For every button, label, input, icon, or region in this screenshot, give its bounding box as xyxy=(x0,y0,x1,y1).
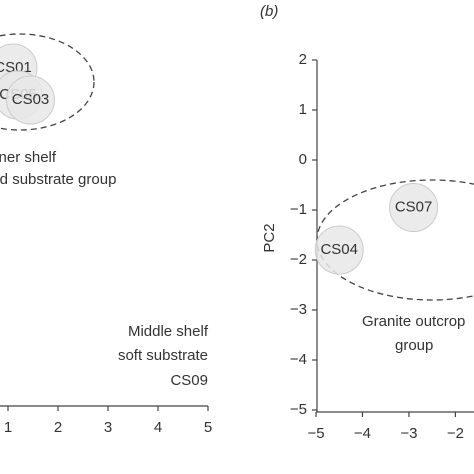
x-tick-label: −4 xyxy=(354,425,371,442)
annotation: Inner shelf xyxy=(0,149,57,166)
point-label: CS04 xyxy=(320,241,358,258)
group-ellipse xyxy=(0,33,95,131)
x-tick-label: 2 xyxy=(54,419,62,436)
annotation: hard substrate group xyxy=(0,171,116,188)
point xyxy=(6,75,55,125)
y-tick-label: 2 xyxy=(299,51,307,68)
annotation: CS09 xyxy=(170,372,208,389)
y-tick-label: −4 xyxy=(290,351,307,368)
x-tick-label: 4 xyxy=(154,419,162,436)
y-tick-label: −2 xyxy=(290,251,307,268)
annotation: Middle shelf xyxy=(128,323,209,340)
annotation: Granite outcrop xyxy=(362,313,465,330)
x-tick-label: 1 xyxy=(4,419,12,436)
y-tick-label: 0 xyxy=(299,151,307,168)
point-label: CS03 xyxy=(12,91,50,108)
point-label: CS07 xyxy=(395,198,433,215)
annotation: soft substrate xyxy=(118,347,208,364)
x-tick-label: 5 xyxy=(204,419,212,436)
point xyxy=(389,183,439,232)
annotation: group xyxy=(395,337,433,354)
point xyxy=(314,225,364,275)
y-tick-label: 1 xyxy=(299,101,307,118)
y-axis-label: PC2 xyxy=(261,223,278,252)
x-tick-label: −2 xyxy=(447,425,464,442)
x-tick-label: −5 xyxy=(307,425,324,442)
y-tick-label: −5 xyxy=(290,401,307,418)
y-tick-label: −1 xyxy=(290,201,307,218)
panel-label: (b) xyxy=(260,3,278,20)
x-tick-label: −3 xyxy=(400,425,417,442)
y-tick-label: −3 xyxy=(290,301,307,318)
x-tick-label: 3 xyxy=(104,419,112,436)
